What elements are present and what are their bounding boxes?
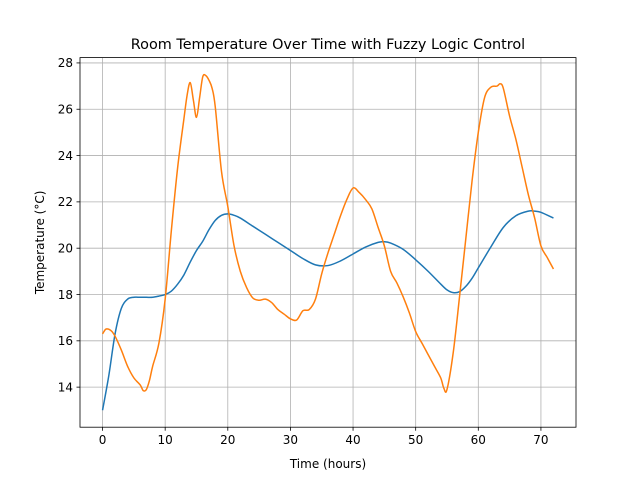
y-tick-label: 20 — [58, 241, 73, 255]
x-tick-label: 60 — [471, 433, 486, 447]
series-line-2 — [101, 73, 555, 393]
y-axis: 14 16 18 20 22 24 26 28 — [58, 56, 80, 394]
x-tick-label: 30 — [283, 433, 298, 447]
x-axis: 0 10 20 30 40 50 60 70 — [99, 427, 549, 447]
chart-title: Room Temperature Over Time with Fuzzy Lo… — [131, 37, 525, 53]
x-tick-label: 10 — [158, 433, 173, 447]
y-tick-label: 24 — [58, 149, 73, 163]
plot-frame — [79, 57, 577, 428]
y-tick-label: 16 — [58, 334, 73, 348]
x-tick-label: 20 — [220, 433, 235, 447]
x-tick-label: 40 — [345, 433, 360, 447]
x-tick-label: 50 — [408, 433, 423, 447]
x-axis-label: Time (hours) — [289, 457, 366, 471]
y-tick-label: 14 — [58, 380, 73, 394]
series-line-1 — [101, 209, 554, 411]
x-tick-label: 70 — [533, 433, 548, 447]
grid — [80, 57, 576, 428]
y-tick-label: 18 — [58, 288, 73, 302]
x-tick-label: 0 — [99, 433, 107, 447]
y-tick-label: 28 — [58, 56, 73, 70]
series-layer — [101, 73, 555, 411]
y-tick-label: 22 — [58, 195, 73, 209]
y-tick-label: 26 — [58, 103, 73, 117]
y-axis-label: Temperature (°C) — [33, 191, 47, 296]
